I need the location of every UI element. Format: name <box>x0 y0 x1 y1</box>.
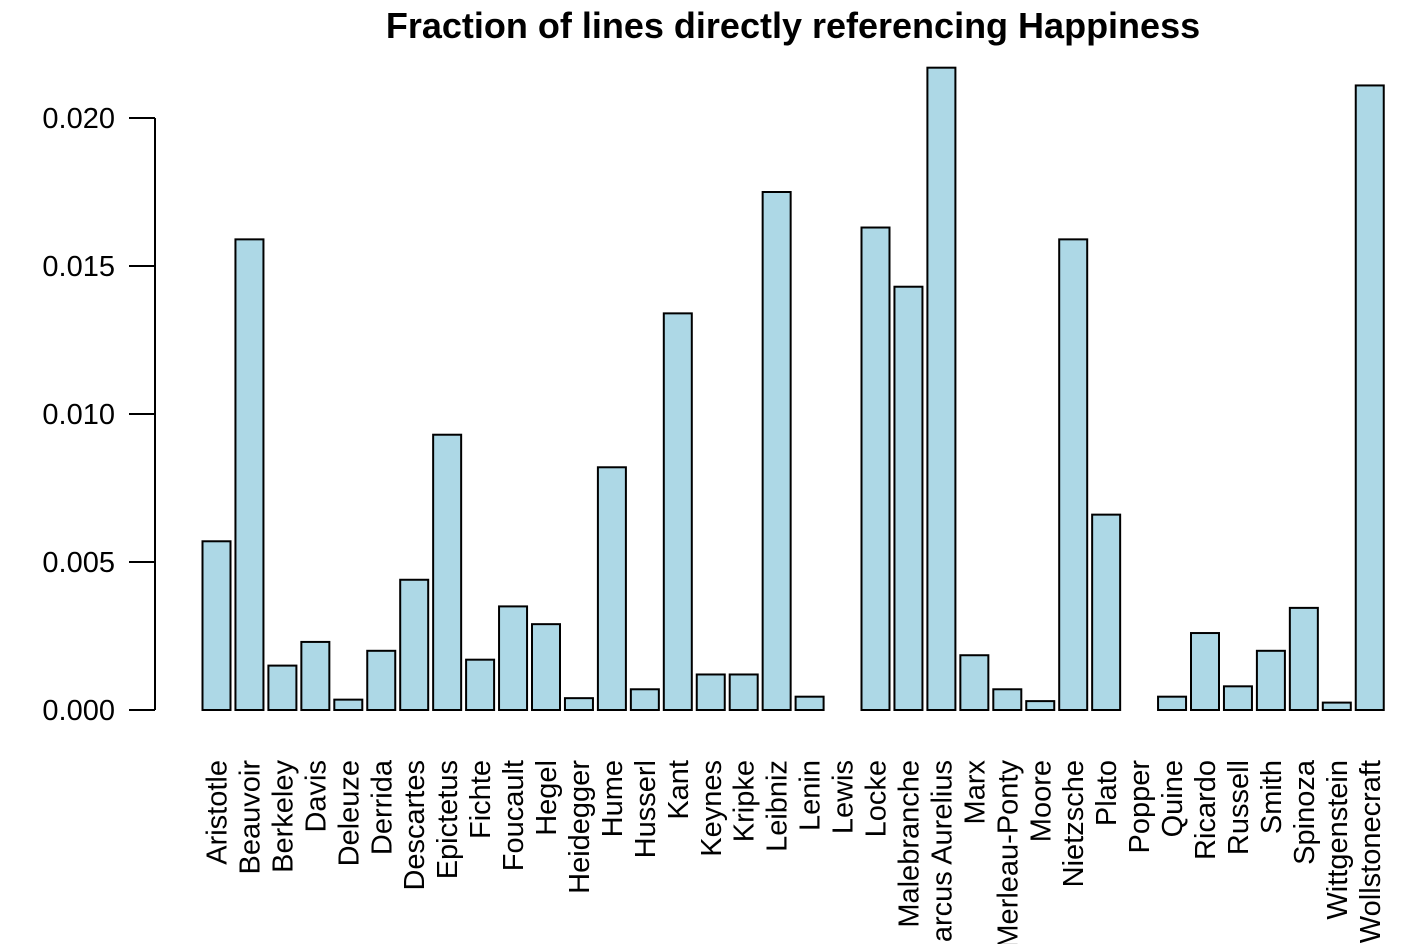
x-tick-label: Hegel <box>531 760 563 836</box>
x-tick-label: Russell <box>1223 760 1255 855</box>
x-tick-label: Heidegger <box>564 760 596 894</box>
x-tick-label: Lewis <box>828 760 860 834</box>
x-tick-label: Kripke <box>729 760 761 842</box>
y-tick-label: 0.010 <box>42 399 115 431</box>
x-tick-label: Lenin <box>795 760 827 831</box>
y-tick-label: 0.020 <box>42 103 115 135</box>
x-tick-label: Husserl <box>630 760 662 858</box>
bar-locke <box>860 226 891 712</box>
bar-epictetus <box>432 433 463 711</box>
bar-wittgenstein <box>1321 701 1352 711</box>
bar-russell <box>1222 685 1253 712</box>
bar-descartes <box>399 578 430 712</box>
bar-malebranche <box>893 285 924 711</box>
x-tick-label: Marx <box>959 760 991 825</box>
x-tick-label: Foucault <box>498 760 530 871</box>
x-tick-label: Ricardo <box>1190 760 1222 860</box>
y-tick-label: 0.000 <box>42 695 115 727</box>
y-tick-label: 0.015 <box>42 251 115 283</box>
bar-nietzsche <box>1058 238 1089 712</box>
y-axis: 0.000 0.005 0.010 0.015 0.020 <box>42 103 156 727</box>
bar-hume <box>596 466 627 711</box>
bar-leibniz <box>761 191 792 711</box>
bar-beauvoir <box>234 238 265 712</box>
x-tick-label: Descartes <box>399 760 431 891</box>
x-tick-label: Quine <box>1157 760 1189 837</box>
bar-davis <box>300 640 331 711</box>
bar-plato <box>1091 513 1122 712</box>
bar-keynes <box>695 673 726 711</box>
bar-ricardo <box>1190 632 1220 711</box>
bars <box>201 66 1385 712</box>
x-tick-label: Leibniz <box>762 760 794 852</box>
x-tick-label: Malebranche <box>893 760 925 928</box>
bar-spinoza <box>1288 606 1319 712</box>
bar-berkeley <box>267 664 298 711</box>
x-tick-label: Moore <box>1025 760 1057 842</box>
x-tick-label: Nietzsche <box>1058 760 1090 887</box>
x-tick-label: Wittgenstein <box>1322 760 1354 920</box>
x-tick-label: Davis <box>300 760 332 833</box>
bar-heidegger <box>563 697 594 711</box>
bar-lenin <box>794 695 825 711</box>
bar-derrida <box>366 649 397 711</box>
bar-hegel <box>531 623 561 711</box>
x-tick-label: Marcus Aurelius <box>926 760 958 944</box>
bar-kripke <box>728 673 759 711</box>
bar-smith <box>1255 649 1286 711</box>
x-tick-label: Deleuze <box>333 760 365 866</box>
x-tick-label: Smith <box>1256 760 1288 834</box>
bar-deleuze <box>333 698 364 712</box>
bar-marx <box>959 654 990 711</box>
x-tick-label: Merleau-Ponty <box>992 760 1024 944</box>
bar-husserl <box>629 688 660 712</box>
x-tick-label: Berkeley <box>267 760 299 873</box>
y-tick-label: 0.005 <box>42 547 115 579</box>
bar-aristotle <box>201 540 232 712</box>
bar-quine <box>1157 695 1188 711</box>
bar-foucault <box>498 605 529 712</box>
x-tick-label: Plato <box>1091 760 1123 826</box>
x-tick-label: Locke <box>861 760 893 837</box>
bar-merleau-ponty <box>992 688 1023 712</box>
bar-wollstonecraft <box>1354 84 1385 711</box>
x-tick-label: Spinoza <box>1289 759 1321 865</box>
x-tick-label: Wollstonecraft <box>1355 760 1387 943</box>
x-tick-label: Fichte <box>465 760 497 839</box>
x-tick-label: Derrida <box>366 759 398 855</box>
x-tick-label: Hume <box>597 760 629 837</box>
x-tick-label: Keynes <box>696 760 728 857</box>
x-axis-labels: Aristotle Beauvoir Berkeley Davis Deleuze Der… <box>202 759 1387 944</box>
bar-moore <box>1025 700 1056 711</box>
bar-fichte <box>465 658 496 711</box>
chart-title: Fraction of lines directly referencing H… <box>386 5 1200 46</box>
bar-marcus-aurelius <box>926 66 957 712</box>
x-tick-label: Kant <box>663 760 695 820</box>
bar-kant <box>662 312 693 711</box>
x-tick-label: Epictetus <box>432 760 464 879</box>
x-tick-label: Beauvoir <box>234 760 266 875</box>
x-tick-label: Popper <box>1124 760 1156 854</box>
x-tick-label: Aristotle <box>202 760 234 865</box>
